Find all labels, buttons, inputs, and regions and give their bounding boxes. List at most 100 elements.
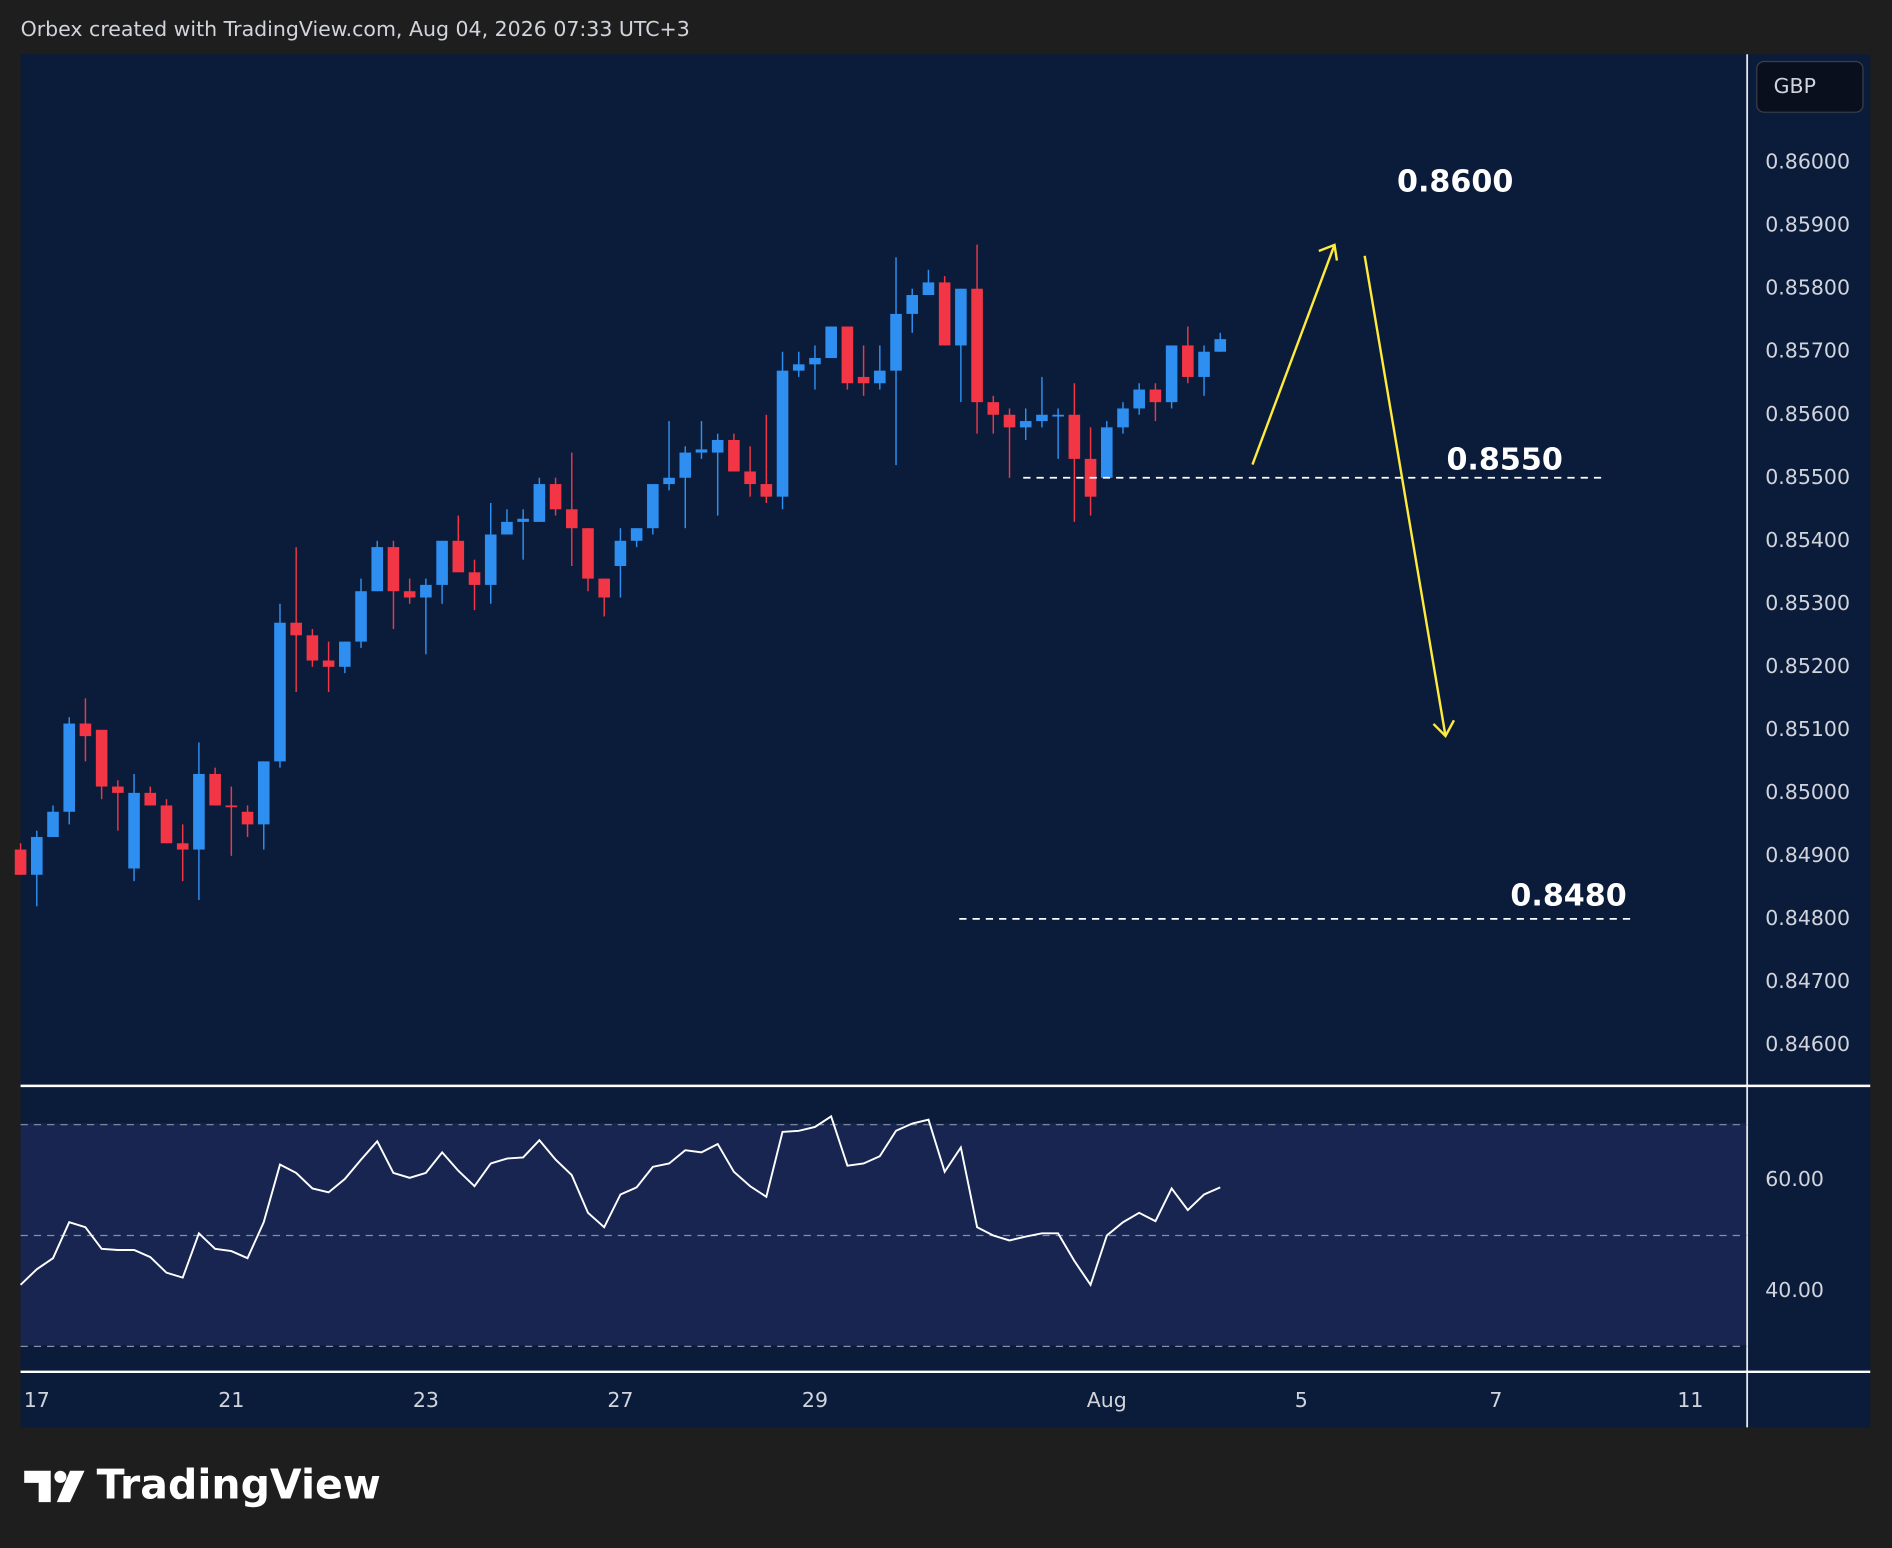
y-tick-label: 0.85900 [1765, 213, 1850, 237]
candle-body [14, 849, 27, 875]
candle-body [841, 326, 854, 384]
candle-body [565, 509, 578, 529]
candle-body [1003, 414, 1016, 428]
candle-body [209, 773, 221, 806]
y-tick-label: 0.86000 [1765, 150, 1850, 174]
button-box[interactable] [1756, 60, 1864, 113]
candle-body [695, 449, 708, 453]
candle-body [1019, 421, 1032, 428]
candle-body [533, 484, 546, 522]
x-tick-label: 21 [218, 1388, 244, 1412]
candle-body [955, 288, 967, 346]
candle-body [809, 358, 821, 365]
rsi-line [19, 1114, 1221, 1288]
y-tick-label: 0.84800 [1765, 906, 1850, 930]
candle-body [1068, 414, 1081, 459]
y-tick-label: 0.85400 [1765, 528, 1850, 552]
candle-body [1165, 345, 1178, 403]
x-tick-label: 27 [607, 1388, 633, 1412]
brand-logo: TradingView [24, 1461, 381, 1509]
candle-body [387, 547, 400, 592]
x-tick-label: Aug [1087, 1388, 1127, 1412]
candle-body [274, 622, 286, 762]
candle-body [857, 376, 870, 384]
candle-body [468, 572, 481, 585]
candle-body [290, 622, 302, 636]
candle-body [922, 282, 935, 296]
candle-body [79, 723, 92, 737]
x-tick-label: 23 [413, 1388, 439, 1412]
currency-label[interactable]: GBP [1774, 74, 1816, 98]
y-tick-label: 0.85500 [1765, 465, 1850, 489]
candle-body [47, 811, 59, 837]
candle-body [1100, 427, 1113, 478]
x-tick-label: 7 [1489, 1388, 1502, 1412]
annotation-label: 0.8600 [1397, 165, 1513, 200]
candle-body [1198, 351, 1210, 377]
y-tick-label: 0.85200 [1765, 654, 1850, 678]
logo-mark [54, 1470, 67, 1483]
candle-body [193, 773, 205, 850]
candle-body [598, 578, 610, 598]
y-tick-label: 0.85100 [1765, 717, 1850, 741]
candle-body [420, 584, 432, 598]
candle-body [371, 547, 384, 592]
candle-body [1036, 414, 1048, 422]
candle-body [792, 364, 805, 371]
y-tick-label: 0.85800 [1765, 276, 1850, 300]
candle-body [1052, 414, 1064, 417]
candle-body [241, 811, 254, 825]
candle-body [711, 439, 724, 453]
x-tick-label: 11 [1677, 1388, 1703, 1412]
candle-body [436, 540, 448, 585]
candle-body [501, 521, 513, 535]
candle-body [355, 591, 367, 642]
candle-body [144, 792, 157, 806]
candle-body [484, 534, 497, 585]
candle-body [906, 295, 919, 314]
annotation-label: 0.8480 [1510, 879, 1626, 914]
candle-body [95, 729, 108, 787]
arrow-head [1432, 719, 1456, 738]
candle-body [744, 471, 756, 485]
candle-body [517, 518, 529, 522]
logo-mark [24, 1470, 51, 1503]
y-tick-label: 0.84600 [1765, 1032, 1850, 1056]
candle-body [614, 540, 627, 566]
candle-body [971, 288, 983, 403]
candle-body [225, 805, 238, 808]
candle-body [890, 313, 902, 371]
annotation-label: 0.8550 [1446, 442, 1562, 477]
candle-body [160, 805, 173, 844]
y-tick-label: 0.85300 [1765, 591, 1850, 615]
x-tick-label: 17 [24, 1388, 50, 1412]
x-tick-label: 5 [1295, 1388, 1308, 1412]
candle-body [176, 843, 189, 850]
y-tick-label: 0.85700 [1765, 339, 1850, 363]
y-tick-label: 40.00 [1765, 1278, 1824, 1302]
arrows [1251, 243, 1456, 738]
candle-body [679, 452, 692, 478]
candle-body [874, 370, 886, 384]
candle-body [322, 660, 335, 667]
y-tick-label: 0.85000 [1765, 780, 1850, 804]
logo-mark [56, 1470, 85, 1503]
candle-body [1182, 345, 1194, 377]
currency-button[interactable]: GBP [1756, 60, 1864, 113]
candle-body [760, 484, 773, 497]
candle-body [663, 477, 675, 485]
candle-body [1133, 389, 1145, 409]
candle-body [825, 326, 837, 359]
candle-body [128, 792, 140, 869]
brand-name: TradingView [97, 1461, 381, 1509]
arrow-up [1251, 244, 1336, 465]
candle-body [549, 484, 562, 510]
arrow-head [1318, 243, 1339, 261]
candle-body [647, 484, 659, 529]
candle-body [1214, 339, 1227, 352]
x-tick-label: 29 [802, 1388, 828, 1412]
rsi-band [20, 1123, 1748, 1346]
y-tick-label: 60.00 [1765, 1167, 1824, 1191]
y-tick-label: 0.84700 [1765, 969, 1850, 993]
